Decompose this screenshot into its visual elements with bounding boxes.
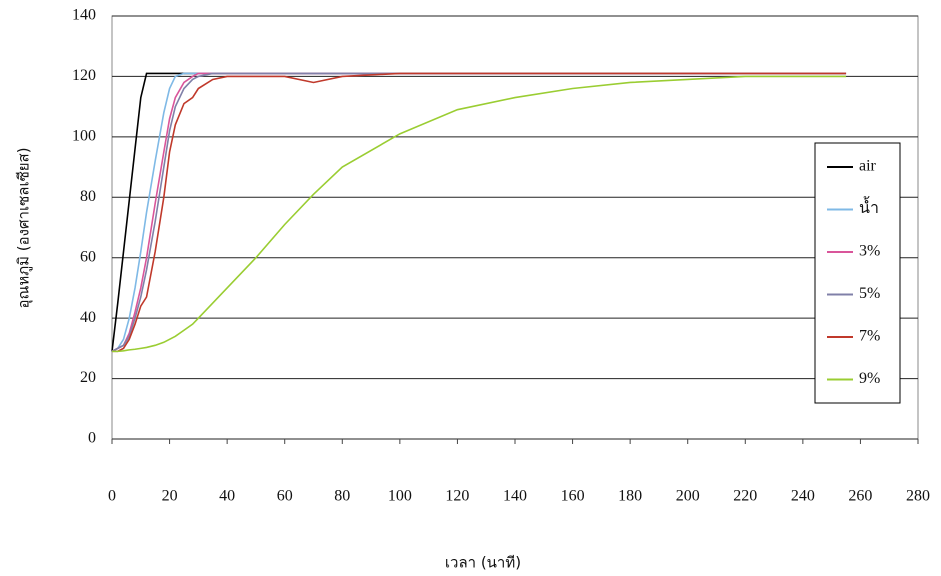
legend-label: air (859, 158, 877, 175)
x-tick-label: 0 (108, 488, 116, 505)
x-tick-label: 240 (791, 488, 815, 505)
x-tick-label: 200 (676, 488, 700, 505)
x-tick-label: 180 (618, 488, 642, 505)
x-tick-label: 280 (906, 488, 930, 505)
y-axis-title: อุณหภูมิ (องศาเซลเซียส) (15, 147, 34, 308)
y-tick-label: 60 (80, 248, 96, 265)
y-tick-label: 80 (80, 188, 96, 205)
legend-label: น้ำ (859, 196, 879, 217)
y-tick-label: 120 (72, 67, 96, 84)
x-tick-label: 40 (219, 488, 235, 505)
x-tick-label: 80 (334, 488, 350, 505)
x-tick-label: 20 (162, 488, 178, 505)
y-tick-label: 140 (72, 7, 96, 24)
y-tick-label: 100 (72, 128, 96, 145)
y-tick-label: 40 (80, 309, 96, 326)
legend-label: 7% (859, 328, 880, 345)
legend-label: 5% (859, 285, 880, 302)
legend-label: 9% (859, 370, 880, 387)
chart: เวลา (นาที) อุณหภูมิ (องศาเซลเซียส) 0 20 4… (0, 0, 941, 576)
x-tick-label: 260 (848, 488, 872, 505)
x-tick-label: 100 (388, 488, 412, 505)
legend-label: 3% (859, 243, 880, 260)
x-axis-title: เวลา (นาที) (445, 554, 521, 572)
x-tick-label: 220 (733, 488, 757, 505)
legend-box (815, 143, 900, 403)
x-tick-label: 60 (277, 488, 293, 505)
x-tick-label: 120 (445, 488, 469, 505)
plot-area (112, 16, 918, 439)
y-tick-label: 20 (80, 369, 96, 386)
y-tick-label: 0 (88, 430, 96, 447)
x-tick-label: 140 (503, 488, 527, 505)
x-tick-label: 160 (561, 488, 585, 505)
